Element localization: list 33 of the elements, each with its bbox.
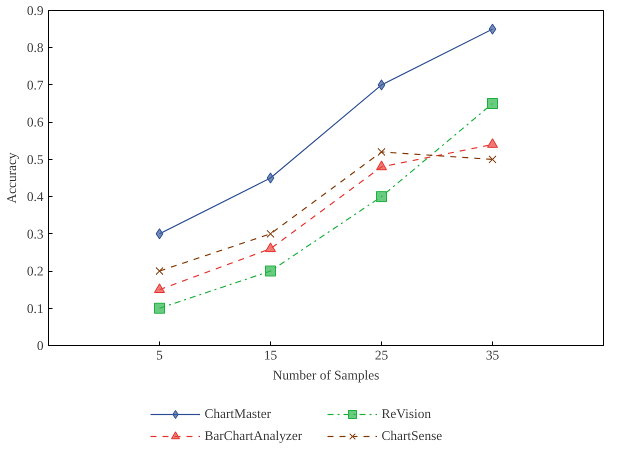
point <box>155 267 164 276</box>
point <box>376 160 387 170</box>
y-tick-label: 0.1 <box>26 300 44 316</box>
point <box>265 242 276 252</box>
y-tick-label: 0.3 <box>26 226 44 242</box>
point <box>266 230 275 238</box>
point <box>376 191 387 202</box>
y-tick-label: 0.4 <box>26 189 44 204</box>
x-tick-label: 5 <box>156 348 164 362</box>
x-tick-label: 35 <box>486 348 500 362</box>
y-tick-label: 0.9 <box>26 3 44 18</box>
legend-label: BarChartAnalyzer <box>204 428 304 444</box>
point <box>487 138 498 148</box>
point <box>154 302 165 314</box>
y-tick-label: 0.7 <box>26 77 44 92</box>
x-tick-label: 15 <box>264 348 278 362</box>
legend-label: ChartSense <box>382 428 444 444</box>
y-tick-label: 0.8 <box>26 40 44 56</box>
point <box>266 172 274 184</box>
point <box>377 148 386 156</box>
y-tick-label: 0 <box>36 338 44 353</box>
point <box>487 98 498 110</box>
legend-label: ChartMaster <box>204 406 272 422</box>
point <box>154 283 165 294</box>
legend-label: ReVision <box>382 406 432 422</box>
x-tick-label: 25 <box>374 348 388 362</box>
x-axis-title: Number of Samples <box>272 368 380 382</box>
point <box>265 266 276 277</box>
y-tick-label: 0.5 <box>26 152 44 167</box>
y-tick-label: 0.6 <box>26 114 44 130</box>
y-axis-title: Accuracy <box>4 152 19 204</box>
y-tick-label: 0.2 <box>26 264 44 279</box>
point <box>488 155 497 164</box>
